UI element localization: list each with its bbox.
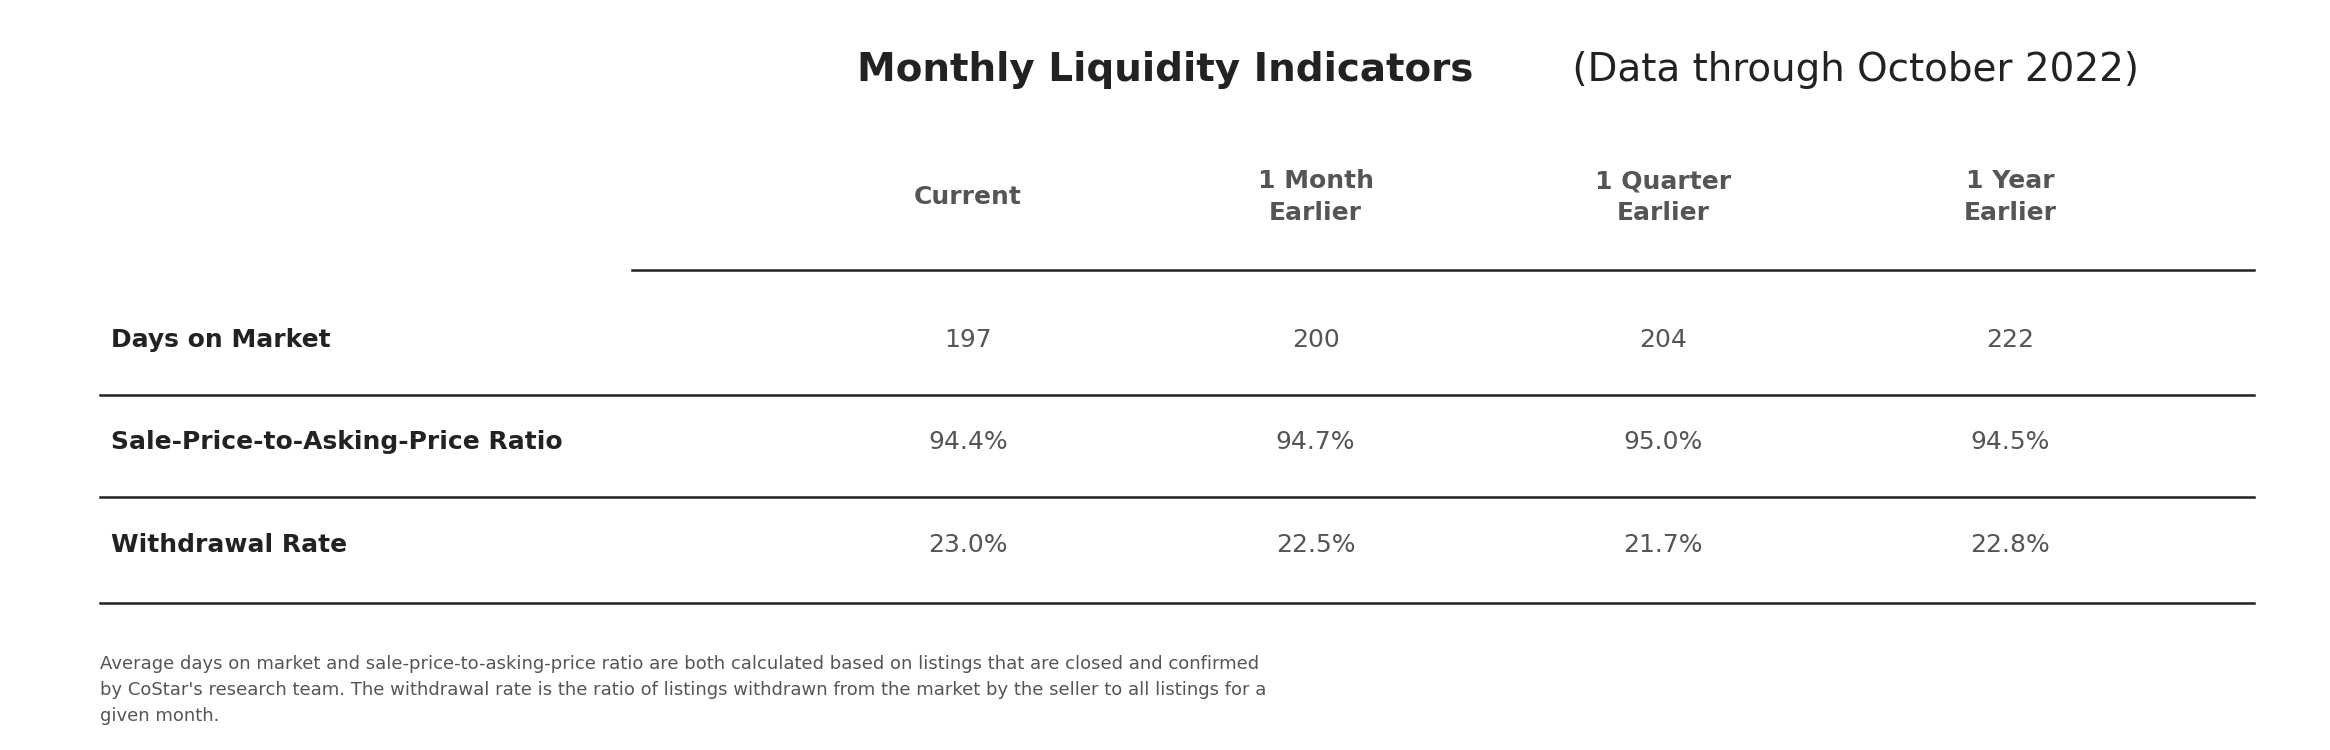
Text: 197: 197 <box>944 328 993 352</box>
Text: 94.5%: 94.5% <box>1971 430 2050 454</box>
Text: 1 Month
Earlier: 1 Month Earlier <box>1258 170 1375 225</box>
Text: Sale-Price-to-Asking-Price Ratio: Sale-Price-to-Asking-Price Ratio <box>112 430 564 454</box>
Text: 204: 204 <box>1638 328 1687 352</box>
Text: Average days on market and sale-price-to-asking-price ratio are both calculated : Average days on market and sale-price-to… <box>100 655 1265 725</box>
Text: (Data through October 2022): (Data through October 2022) <box>1561 51 2139 88</box>
Text: 22.5%: 22.5% <box>1277 532 1356 556</box>
Text: Withdrawal Rate: Withdrawal Rate <box>112 532 347 556</box>
Text: 22.8%: 22.8% <box>1971 532 2050 556</box>
Text: 95.0%: 95.0% <box>1624 430 1703 454</box>
Text: 94.7%: 94.7% <box>1277 430 1356 454</box>
Text: 1 Year
Earlier: 1 Year Earlier <box>1964 170 2057 225</box>
Text: 94.4%: 94.4% <box>927 430 1009 454</box>
Text: 21.7%: 21.7% <box>1624 532 1703 556</box>
Text: 23.0%: 23.0% <box>927 532 1009 556</box>
Text: Monthly Liquidity Indicators: Monthly Liquidity Indicators <box>857 51 1473 88</box>
Text: Current: Current <box>913 185 1023 209</box>
Text: Days on Market: Days on Market <box>112 328 331 352</box>
Text: 222: 222 <box>1987 328 2034 352</box>
Text: 1 Quarter
Earlier: 1 Quarter Earlier <box>1596 170 1731 225</box>
Text: 200: 200 <box>1291 328 1340 352</box>
